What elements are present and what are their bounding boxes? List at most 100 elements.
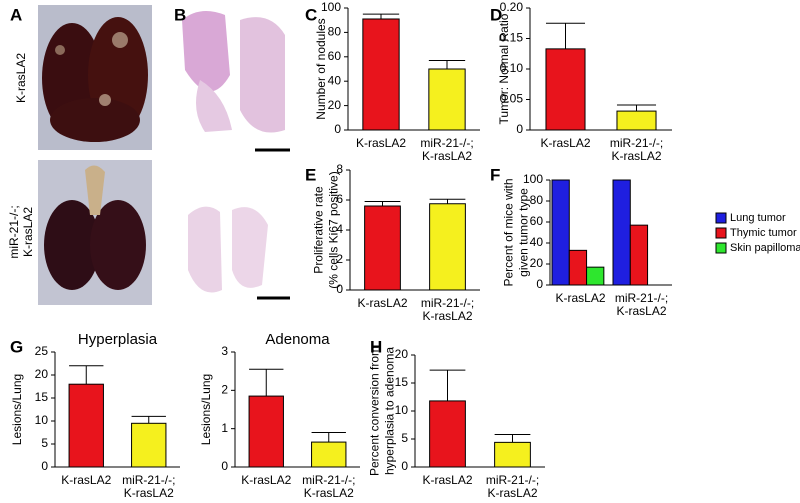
- y-tick-label: 0: [401, 459, 408, 473]
- y-tick-label: 20: [35, 367, 49, 381]
- tissue: [182, 11, 230, 92]
- y-axis-label: Percent of mice with: [502, 178, 516, 286]
- panel-label: G: [10, 337, 23, 356]
- legend-label: Lung tumor: [730, 212, 786, 224]
- y-tick-label: 8: [336, 162, 343, 176]
- y-tick-label: 80: [328, 25, 342, 39]
- panel-label: H: [370, 337, 382, 356]
- y-tick-label: 5: [401, 431, 408, 445]
- lung-lobe: [50, 98, 140, 142]
- y-axis-label: Percent conversion from: [368, 346, 382, 476]
- bar: [629, 224, 649, 286]
- legend-swatch: [715, 227, 727, 239]
- y-axis-label: Tumor: Normal Ratio: [497, 13, 511, 124]
- y-tick-label: 0: [41, 459, 48, 473]
- y-tick-label: 6: [336, 192, 343, 206]
- bar: [362, 18, 400, 131]
- y-tick-label: 10: [35, 413, 49, 427]
- legend-swatch: [715, 212, 727, 224]
- y-axis-label: given tumor type: [517, 188, 531, 277]
- bar: [68, 383, 104, 468]
- bar: [364, 205, 401, 291]
- legend-label: Skin papilloma: [730, 242, 800, 254]
- y-tick-label: 5: [41, 436, 48, 450]
- y-axis-label: Lesions/Lung: [10, 374, 24, 445]
- y-tick-label: 60: [328, 49, 342, 63]
- y-tick-label: 20: [395, 347, 409, 361]
- x-tick-label: miR-21-/-; K-rasLA2: [610, 136, 663, 163]
- y-tick-label: 100: [523, 172, 543, 186]
- x-tick-label: miR-21-/-; K-rasLA2: [420, 136, 473, 163]
- bar: [616, 110, 657, 131]
- bar: [545, 48, 586, 131]
- panel-label: A: [10, 5, 22, 24]
- y-tick-label: 0.20: [500, 0, 524, 14]
- x-tick-label: miR-21-/-; K-rasLA2: [302, 473, 355, 500]
- y-tick-label: 15: [35, 390, 49, 404]
- bar: [429, 203, 466, 291]
- y-axis-label: Number of nodules: [314, 18, 328, 119]
- bar: [311, 441, 347, 468]
- legend-label: Thymic tumor: [730, 227, 797, 239]
- x-tick-label: miR-21-/-; K-rasLA2: [486, 473, 539, 500]
- chart-title: Hyperplasia: [78, 331, 158, 348]
- nodule: [55, 45, 65, 55]
- x-tick-label: miR-21-/-; K-rasLA2: [615, 291, 668, 318]
- y-axis-label: (% cells Ki67 positive): [327, 171, 341, 288]
- y-tick-label: 40: [328, 73, 342, 87]
- trachea: [85, 165, 105, 215]
- y-tick-label: 10: [395, 403, 409, 417]
- bar: [612, 179, 631, 286]
- x-tick-label: K-rasLA2: [540, 136, 590, 150]
- panel-label: B: [174, 5, 186, 24]
- y-tick-label: 100: [321, 0, 341, 14]
- bar: [586, 266, 605, 286]
- row-label: K-rasLA2: [14, 53, 28, 103]
- bar: [428, 68, 466, 131]
- y-tick-label: 15: [395, 375, 409, 389]
- nodule: [99, 94, 111, 106]
- tissue: [232, 207, 268, 288]
- bar: [551, 179, 570, 286]
- y-tick-label: 2: [336, 252, 343, 266]
- y-tick-label: 25: [35, 344, 49, 358]
- nodule: [112, 32, 128, 48]
- y-tick-label: 0: [336, 282, 343, 296]
- x-tick-label: K-rasLA2: [422, 473, 472, 487]
- y-tick-label: 2: [221, 383, 228, 397]
- panel-label: D: [490, 5, 502, 24]
- bar: [248, 395, 284, 468]
- x-tick-label: K-rasLA2: [356, 136, 406, 150]
- row-label: K-rasLA2: [21, 207, 35, 257]
- y-tick-label: 0: [536, 277, 543, 291]
- tissue: [196, 80, 232, 132]
- panel-label: C: [305, 5, 317, 24]
- tissue: [240, 17, 285, 133]
- y-tick-label: 80: [530, 193, 544, 207]
- bar: [494, 441, 531, 468]
- bar: [131, 422, 167, 468]
- y-tick-label: 0.15: [500, 31, 524, 45]
- row-label: miR-21-/-;: [7, 205, 21, 258]
- x-tick-label: miR-21-/-; K-rasLA2: [421, 296, 474, 323]
- photo-panel-a: [38, 5, 152, 305]
- x-tick-label: K-rasLA2: [555, 291, 605, 305]
- histology-panel-b: [182, 11, 290, 300]
- y-tick-label: 3: [221, 344, 228, 358]
- y-tick-label: 0.05: [500, 92, 524, 106]
- y-tick-label: 0: [516, 122, 523, 136]
- y-tick-label: 60: [530, 214, 544, 228]
- y-tick-label: 0.10: [500, 61, 524, 75]
- legend-swatch: [715, 242, 727, 254]
- bar: [429, 400, 466, 468]
- y-axis-label: Lesions/Lung: [199, 374, 213, 445]
- panel-label: F: [490, 165, 500, 184]
- x-tick-label: K-rasLA2: [241, 473, 291, 487]
- x-tick-label: miR-21-/-; K-rasLA2: [122, 473, 175, 500]
- y-tick-label: 40: [530, 235, 544, 249]
- panel-label: E: [305, 165, 316, 184]
- y-tick-label: 4: [336, 222, 343, 236]
- bar: [568, 249, 588, 286]
- tissue: [188, 206, 222, 293]
